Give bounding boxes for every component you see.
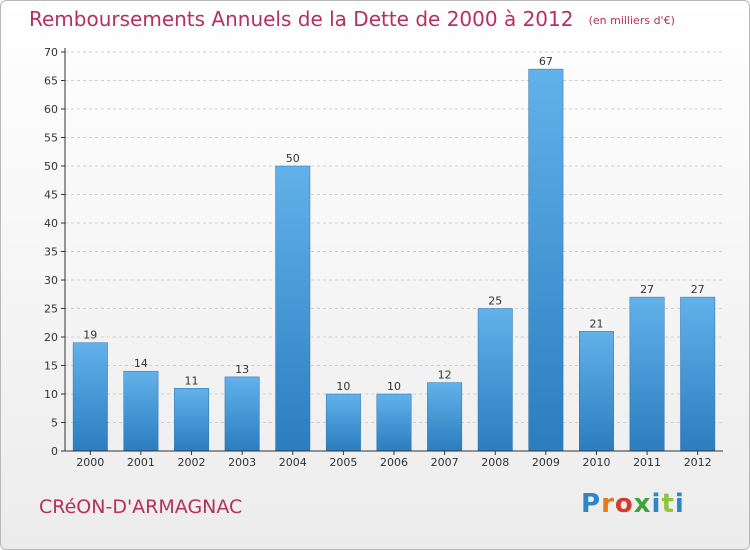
- bar: [376, 393, 412, 452]
- y-tick-label: 25: [44, 303, 58, 316]
- bar: [427, 382, 463, 452]
- y-tick-label: 70: [44, 46, 58, 59]
- data-label: 50: [286, 152, 300, 165]
- bar: [275, 165, 311, 452]
- data-label: 10: [336, 380, 350, 393]
- y-tick-label: 55: [44, 132, 58, 145]
- bar: [72, 342, 108, 452]
- data-label: 13: [235, 363, 249, 376]
- data-label: 12: [438, 369, 452, 382]
- bar: [629, 296, 665, 452]
- x-tick-label: 2004: [279, 456, 307, 469]
- bar: [579, 331, 614, 452]
- x-tick-label: 2006: [380, 456, 408, 469]
- chart-title: Remboursements Annuels de la Dette de 20…: [29, 7, 574, 31]
- y-tick-label: 45: [44, 189, 58, 202]
- commune-name: CRéON-D'ARMAGNAC: [39, 496, 243, 518]
- x-tick-label: 2002: [178, 456, 206, 469]
- y-tick-label: 10: [44, 388, 58, 401]
- bar: [680, 296, 716, 452]
- x-tick-label: 2009: [532, 456, 560, 469]
- y-tick-label: 40: [44, 217, 58, 230]
- y-tick-label: 65: [44, 75, 58, 88]
- x-tick-label: 2001: [127, 456, 155, 469]
- y-tick-label: 50: [44, 160, 58, 173]
- x-tick-label: 2000: [76, 456, 104, 469]
- bar: [528, 68, 564, 452]
- x-tick-label: 2012: [684, 456, 712, 469]
- data-label: 67: [539, 55, 553, 68]
- data-label: 27: [640, 283, 654, 296]
- bar: [123, 370, 159, 452]
- x-tick-label: 2011: [633, 456, 661, 469]
- bar: [325, 393, 361, 452]
- grid-lines: [65, 51, 723, 423]
- y-tick-label: 20: [44, 331, 58, 344]
- x-tick-label: 2010: [582, 456, 610, 469]
- axes: 0 5 10 15 20 25 30 35 40 45 50 55 60 65 70 2000 2001 2002…: [44, 46, 723, 469]
- y-tick-label: 5: [51, 417, 58, 430]
- data-label: 14: [134, 357, 148, 370]
- data-label: 19: [83, 329, 97, 342]
- y-tick-label: 0: [51, 445, 58, 458]
- bars: 19 14 11 13 50 10 10 12 25 67 21 27 27: [72, 55, 716, 452]
- chart-subtitle: (en milliers d'€): [588, 14, 675, 27]
- data-label: 10: [387, 380, 401, 393]
- data-label: 25: [488, 295, 502, 308]
- y-tick-label: 30: [44, 274, 58, 287]
- bar: [477, 308, 513, 452]
- y-tick-label: 15: [44, 360, 58, 373]
- y-tick-label: 35: [44, 246, 58, 259]
- x-tick-label: 2007: [431, 456, 459, 469]
- data-label: 11: [185, 374, 199, 387]
- bar: [174, 388, 209, 452]
- x-tick-label: 2008: [481, 456, 509, 469]
- x-tick-label: 2005: [329, 456, 357, 469]
- x-tick-label: 2003: [228, 456, 256, 469]
- data-label: 21: [589, 317, 603, 330]
- proxiti-logo: Proxiti: [581, 489, 685, 519]
- y-tick-label: 60: [44, 103, 58, 116]
- bar-chart: 19 14 11 13 50 10 10 12 25 67 21 27 27 0 5 10 15 20 25 30 3…: [44, 46, 723, 469]
- data-label: 27: [691, 283, 705, 296]
- chart-title-row: Remboursements Annuels de la Dette de 20…: [29, 7, 675, 31]
- bar: [224, 376, 260, 452]
